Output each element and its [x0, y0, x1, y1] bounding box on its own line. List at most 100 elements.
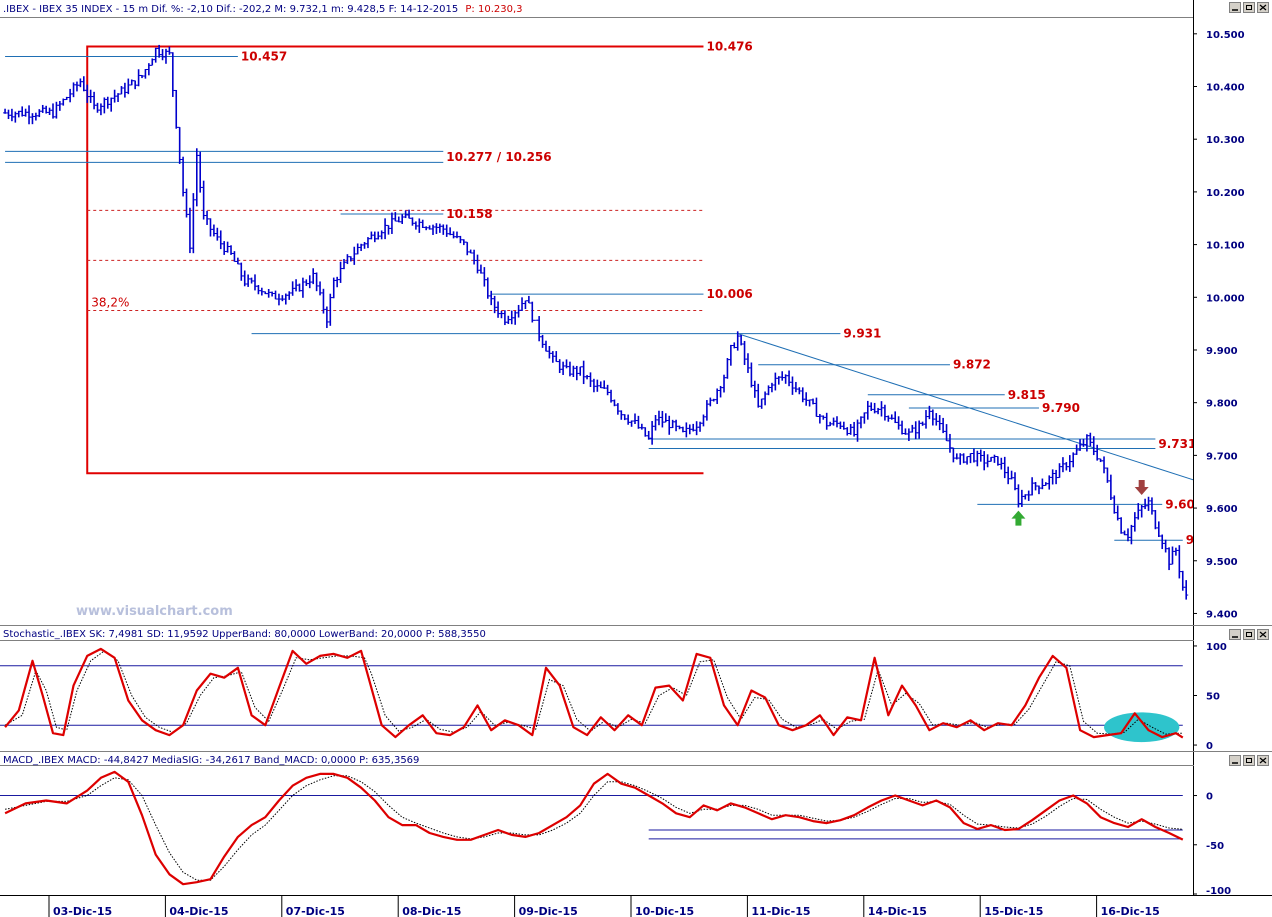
- ohlc-bar: [335, 276, 340, 288]
- y-tick-label: 9.900: [1206, 346, 1238, 357]
- ohlc-bar: [807, 399, 812, 407]
- ohlc-bar: [1146, 496, 1151, 511]
- ohlc-bar: [643, 427, 648, 437]
- retracement-box: [86, 45, 704, 475]
- ohlc-bar: [947, 433, 952, 453]
- ohlc-bar: [472, 249, 477, 265]
- maximize-icon[interactable]: [1243, 2, 1255, 13]
- minimize-icon[interactable]: [1229, 755, 1241, 766]
- ohlc-bar: [971, 448, 976, 463]
- ohlc-bar: [718, 385, 723, 398]
- price-level-label: 9.931: [843, 327, 881, 341]
- ohlc-bar: [263, 291, 268, 295]
- ohlc-bar: [975, 450, 980, 467]
- ohlc-bar: [903, 428, 908, 435]
- ohlc-bar: [862, 412, 867, 424]
- ohlc-bar: [978, 449, 983, 462]
- ohlc-bar: [821, 415, 826, 420]
- price-level-label: 10.006: [706, 287, 752, 301]
- ohlc-bar: [485, 277, 490, 299]
- ohlc-bar: [1163, 539, 1168, 553]
- ohlc-bar: [431, 224, 436, 235]
- ohlc-bar: [742, 340, 747, 366]
- ohlc-bar: [441, 224, 446, 235]
- price-level-label: 9.539: [1186, 533, 1224, 547]
- ohlc-bar: [588, 372, 593, 387]
- x-tick-label: 11-Dic-15: [751, 905, 810, 917]
- ohlc-bar: [1006, 466, 1011, 485]
- ohlc-bar: [451, 231, 456, 239]
- y-tick-label: 10.100: [1206, 241, 1245, 252]
- ohlc-bar: [817, 413, 822, 424]
- watermark: www.visualchart.com: [76, 604, 233, 619]
- ohlc-bar: [858, 416, 863, 429]
- ohlc-bar: [324, 306, 329, 329]
- ohlc-bar: [1115, 505, 1120, 521]
- price-level-label: 9.790: [1042, 401, 1080, 415]
- ohlc-bar: [458, 235, 463, 244]
- ohlc-bar: [61, 98, 66, 106]
- ohlc-bar: [283, 293, 288, 305]
- ohlc-bar: [811, 398, 816, 405]
- ohlc-bar: [989, 456, 994, 462]
- ohlc-bar: [23, 108, 28, 117]
- ohlc-bar: [3, 108, 8, 114]
- maximize-icon[interactable]: [1243, 755, 1255, 766]
- ohlc-bar: [109, 97, 114, 112]
- ohlc-bar: [554, 351, 559, 363]
- ohlc-bar: [27, 105, 32, 125]
- minimize-icon[interactable]: [1229, 2, 1241, 13]
- price-level-label: 10.158: [446, 207, 492, 221]
- ohlc-bar: [934, 413, 939, 426]
- ohlc-bar: [376, 231, 381, 240]
- ohlc-bar: [958, 453, 963, 465]
- ohlc-bar: [1108, 474, 1113, 500]
- ohlc-bar: [882, 404, 887, 421]
- ohlc-bar: [345, 254, 350, 265]
- ohlc-bar: [520, 297, 525, 311]
- price-level-label: 9.731 / 9.713: [1158, 437, 1247, 451]
- ohlc-bar: [540, 334, 545, 348]
- ohlc-bar: [910, 424, 915, 433]
- ohlc-bar: [249, 277, 254, 284]
- ohlc-bar: [763, 391, 768, 406]
- ohlc-bar: [1060, 457, 1065, 473]
- ohlc-bar: [578, 366, 583, 376]
- y-tick-label: 9.600: [1206, 504, 1238, 515]
- minimize-icon[interactable]: [1229, 629, 1241, 640]
- close-icon[interactable]: [1257, 755, 1269, 766]
- ohlc-bar: [653, 415, 658, 431]
- y-tick-label: 9.500: [1206, 557, 1238, 568]
- close-icon[interactable]: [1257, 2, 1269, 13]
- ohlc-bar: [691, 423, 696, 432]
- ohlc-bar: [465, 241, 470, 256]
- ohlc-bar: [81, 76, 86, 92]
- ohlc-bar: [287, 291, 292, 300]
- ohlc-bar: [16, 110, 21, 118]
- ohlc-bar: [311, 268, 316, 285]
- ohlc-bar: [526, 295, 531, 304]
- ohlc-bar: [1057, 463, 1062, 479]
- ohlc-bar: [1177, 545, 1182, 579]
- ohlc-bar: [995, 456, 1000, 466]
- maximize-icon[interactable]: [1243, 629, 1255, 640]
- ohlc-bar: [1095, 444, 1100, 461]
- ohlc-bar: [773, 372, 778, 391]
- ohlc-bar: [194, 148, 199, 207]
- ohlc-bar: [259, 287, 264, 296]
- ohlc-bar: [982, 451, 987, 471]
- ohlc-bar: [889, 414, 894, 420]
- ohlc-bar: [1009, 470, 1014, 480]
- ohlc-bar: [359, 243, 364, 252]
- ohlc-bar: [208, 218, 213, 237]
- ohlc-bar: [1139, 504, 1144, 518]
- ohlc-bar: [383, 218, 388, 240]
- price-panel-header: .IBEX - IBEX 35 INDEX - 15 m Dif. %: -2,…: [3, 4, 523, 15]
- close-icon[interactable]: [1257, 629, 1269, 640]
- ohlc-bar: [198, 151, 203, 193]
- ohlc-bar: [937, 415, 942, 431]
- ohlc-bar: [102, 97, 107, 114]
- price-level-label: 10.457: [241, 49, 287, 63]
- ohlc-bar: [701, 414, 706, 427]
- time-axis: 03-Dic-15 04-Dic-15 07-Dic-15 08-Dic-15 09-D…: [48, 896, 1160, 917]
